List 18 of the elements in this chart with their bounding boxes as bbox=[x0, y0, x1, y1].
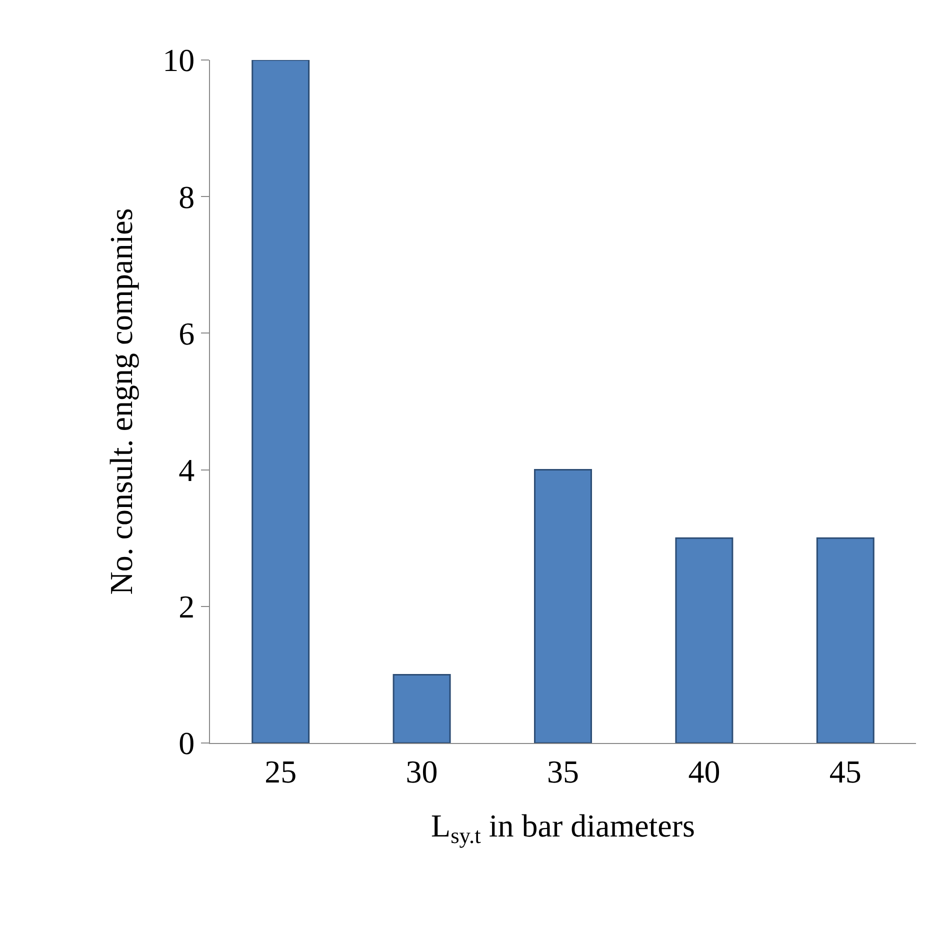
y-tick-label: 0 bbox=[178, 725, 195, 762]
x-axis-title: L$_{sy.t}$ in bar diameters bbox=[431, 807, 695, 848]
x-tick-label: 30 bbox=[406, 753, 438, 790]
bar bbox=[252, 60, 310, 743]
x-tick-label: 25 bbox=[264, 753, 297, 790]
y-tick-label: 6 bbox=[178, 315, 195, 352]
bar bbox=[816, 537, 874, 743]
x-tick-label: 35 bbox=[547, 753, 579, 790]
y-tick-label: 2 bbox=[178, 588, 195, 625]
bar bbox=[534, 469, 592, 743]
bar bbox=[675, 537, 734, 743]
x-tick-label: 45 bbox=[829, 753, 862, 790]
y-tick-label: 10 bbox=[162, 42, 195, 78]
y-tick-label: 4 bbox=[178, 452, 195, 488]
x-tick-label: 40 bbox=[688, 753, 720, 790]
y-axis-title: No. consult. engng companies bbox=[102, 208, 139, 595]
bar bbox=[392, 674, 451, 743]
y-tick-label: 8 bbox=[178, 178, 195, 215]
